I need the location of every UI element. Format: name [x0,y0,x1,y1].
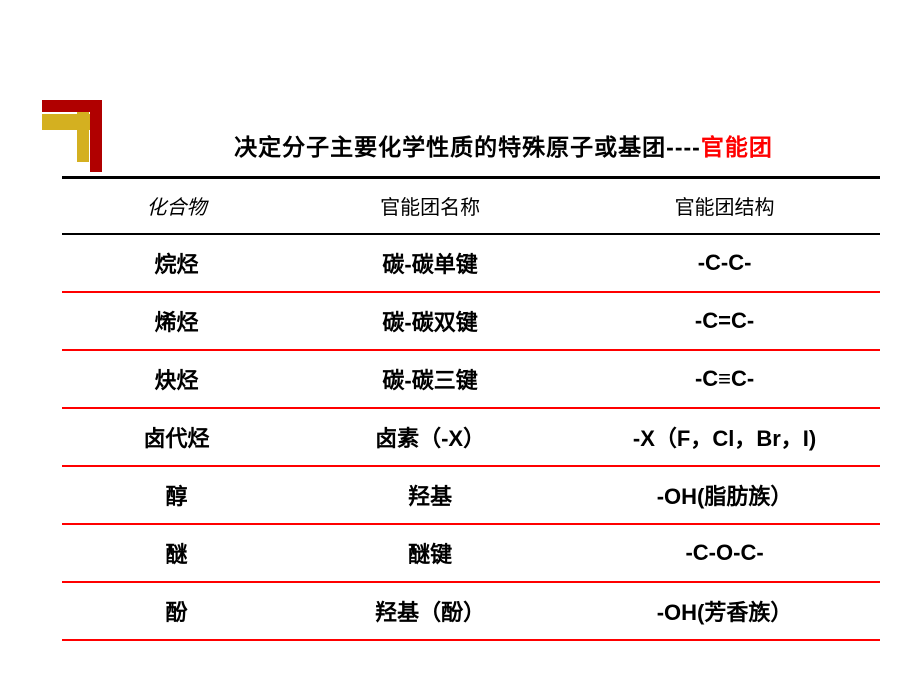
cell-compound: 烷烃 [62,234,291,292]
column-header-name: 官能团名称 [291,178,569,234]
table-row: 炔烃 碳-碳三键 -C≡C- [62,350,880,408]
table-row: 醇 羟基 -OH(脂肪族） [62,466,880,524]
slide-content: 决定分子主要化学性质的特殊原子或基团----官能团 化合物 官能团名称 官能团结… [62,128,880,641]
cell-name: 卤素（-X） [291,408,569,466]
cell-structure: -OH(芳香族） [569,582,880,640]
cell-compound: 酚 [62,582,291,640]
table-row: 卤代烃 卤素（-X） -X（F，Cl，Br，I) [62,408,880,466]
title-highlight: 官能团 [701,134,773,160]
cell-name: 醚键 [291,524,569,582]
functional-groups-table: 化合物 官能团名称 官能团结构 烷烃 碳-碳单键 -C-C- 烯烃 碳-碳双键 … [62,176,880,641]
column-header-structure: 官能团结构 [569,178,880,234]
cell-name: 羟基（酚） [291,582,569,640]
slide-title: 决定分子主要化学性质的特殊原子或基团----官能团 [62,128,880,176]
cell-name: 碳-碳双键 [291,292,569,350]
cell-compound: 醇 [62,466,291,524]
title-prefix: 决定分子主要化学性质的特殊原子或基团---- [234,134,701,160]
cell-structure: -X（F，Cl，Br，I) [569,408,880,466]
table-row: 烯烃 碳-碳双键 -C=C- [62,292,880,350]
cell-structure: -C≡C- [569,350,880,408]
cell-compound: 烯烃 [62,292,291,350]
column-header-compound: 化合物 [62,178,291,234]
table-row: 酚 羟基（酚） -OH(芳香族） [62,582,880,640]
cell-structure: -C=C- [569,292,880,350]
table-row: 醚 醚键 -C-O-C- [62,524,880,582]
cell-structure: -C-O-C- [569,524,880,582]
cell-compound: 卤代烃 [62,408,291,466]
cell-compound: 醚 [62,524,291,582]
cell-structure: -C-C- [569,234,880,292]
deco-bar [42,100,102,112]
cell-structure: -OH(脂肪族） [569,466,880,524]
table-header-row: 化合物 官能团名称 官能团结构 [62,178,880,234]
cell-compound: 炔烃 [62,350,291,408]
table-body: 烷烃 碳-碳单键 -C-C- 烯烃 碳-碳双键 -C=C- 炔烃 碳-碳三键 -… [62,234,880,640]
table-row: 烷烃 碳-碳单键 -C-C- [62,234,880,292]
cell-name: 羟基 [291,466,569,524]
cell-name: 碳-碳三键 [291,350,569,408]
cell-name: 碳-碳单键 [291,234,569,292]
